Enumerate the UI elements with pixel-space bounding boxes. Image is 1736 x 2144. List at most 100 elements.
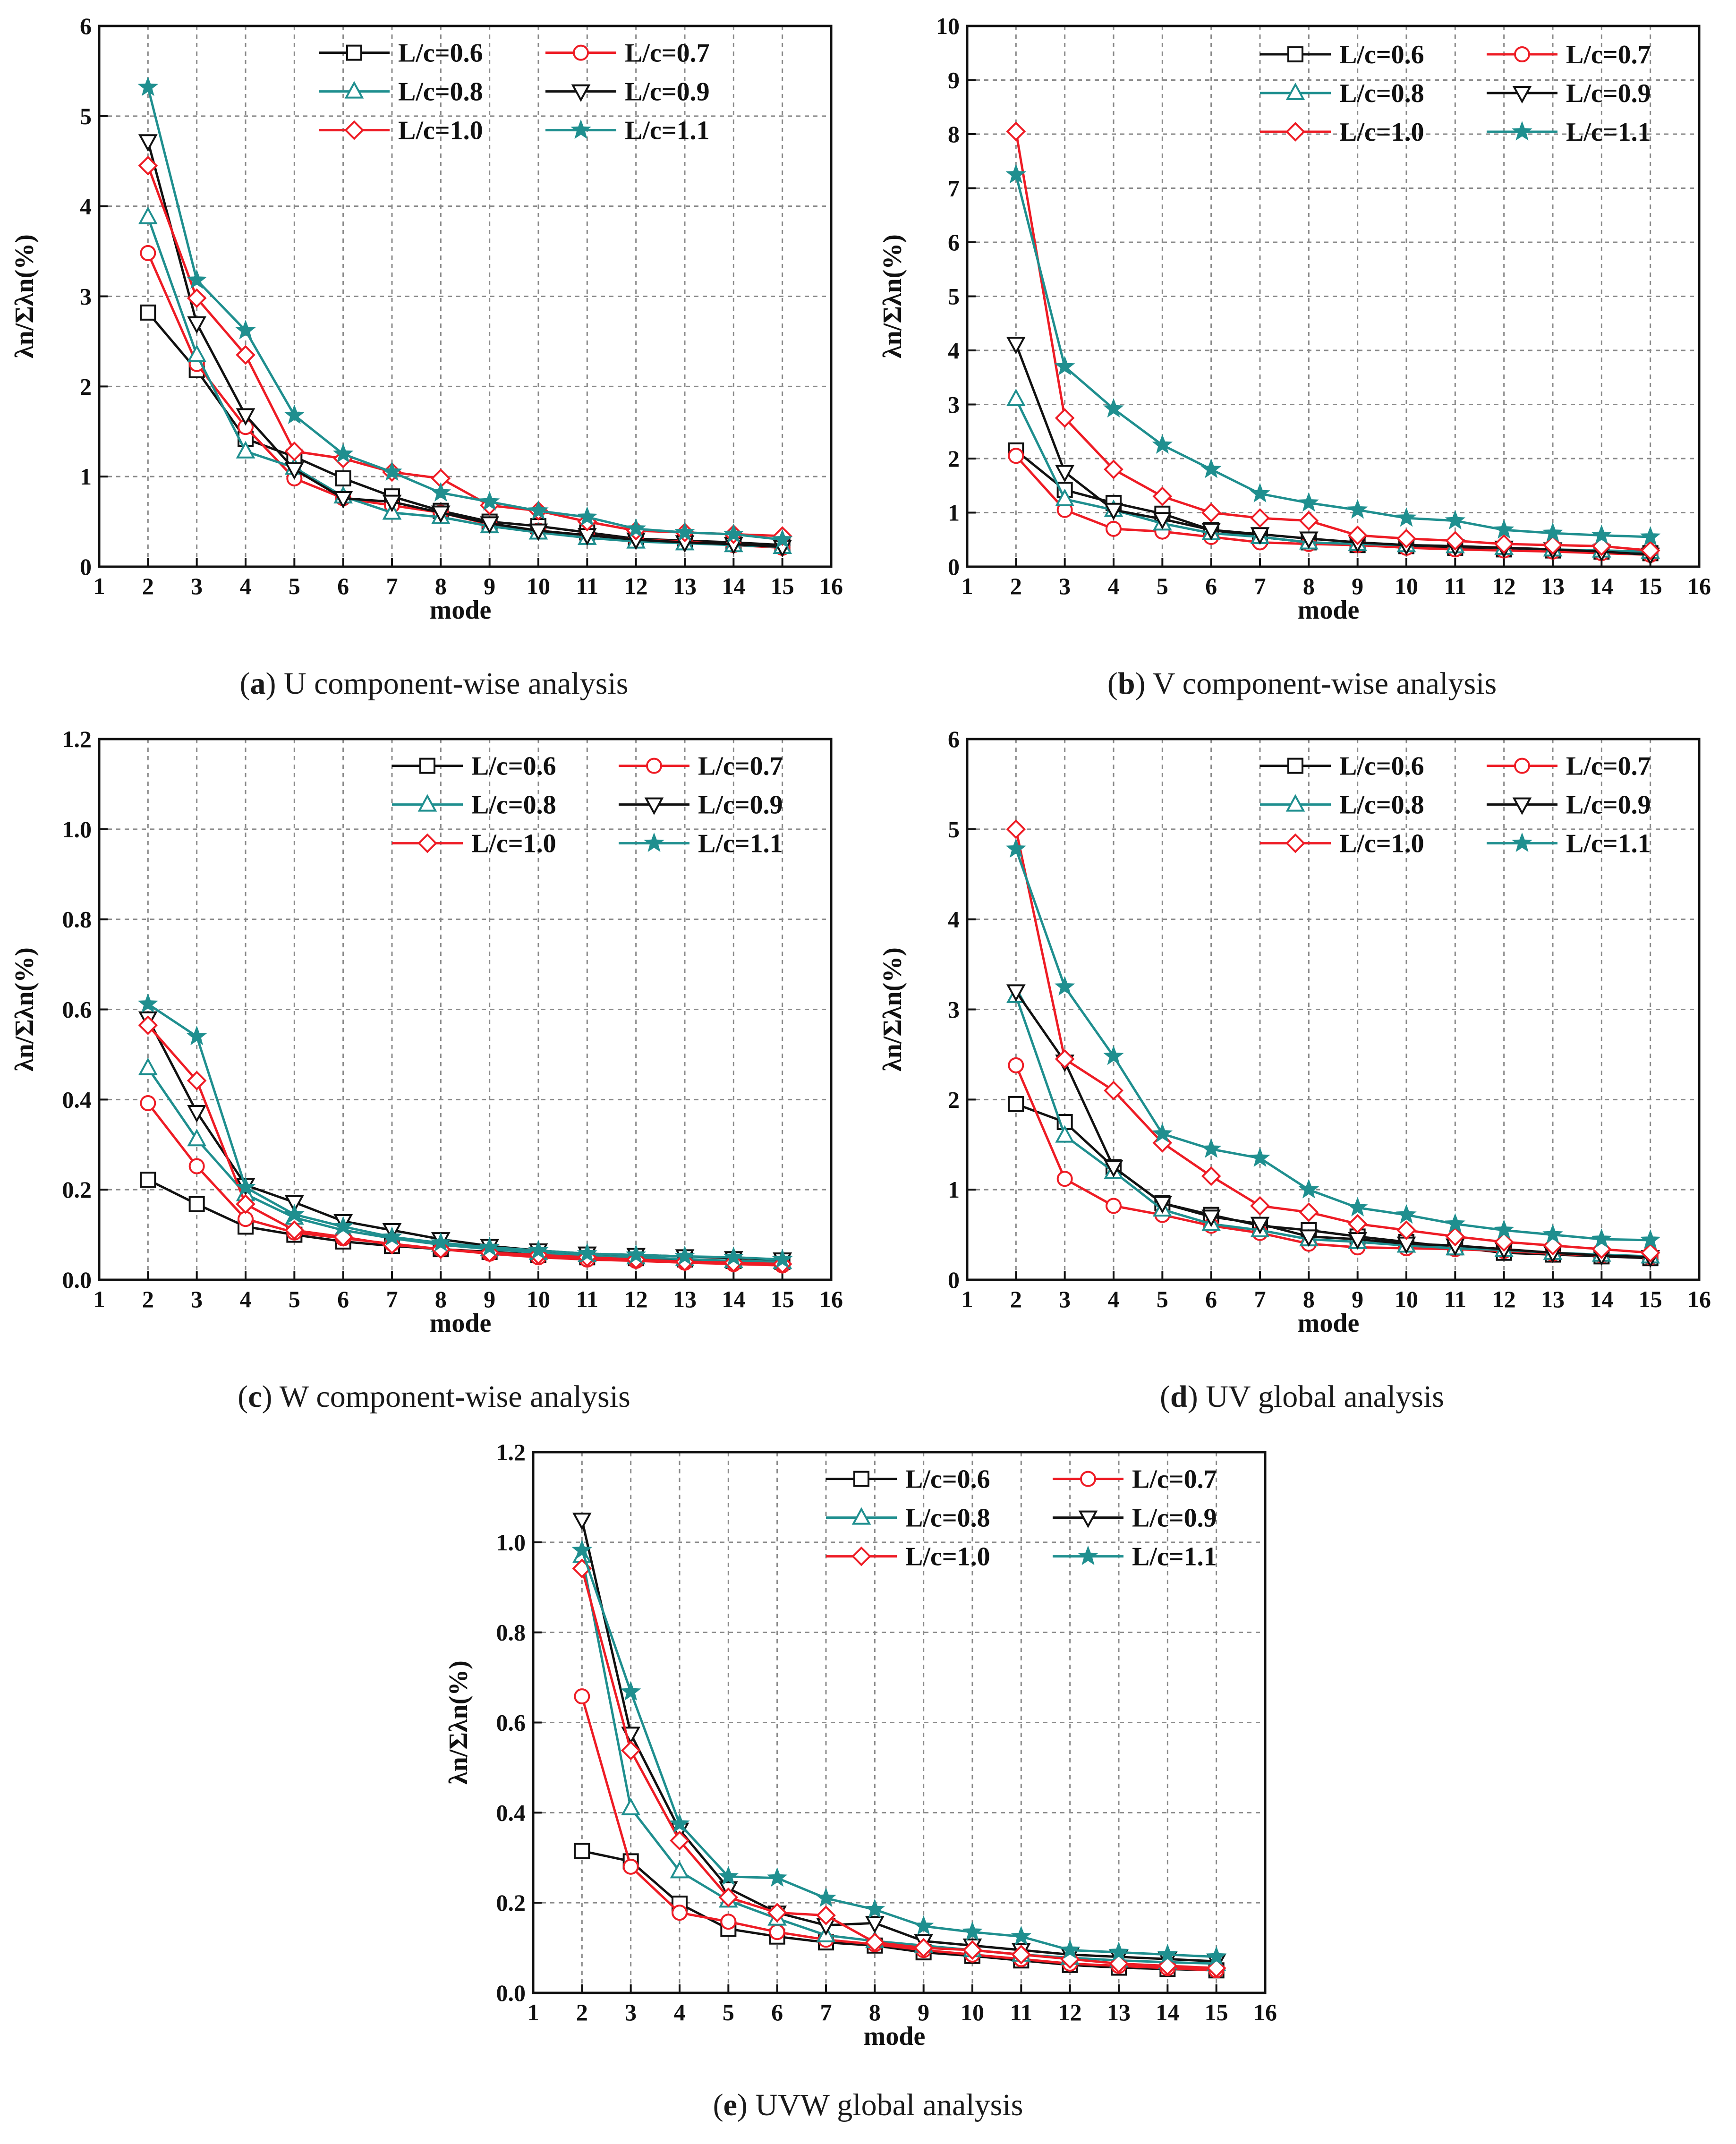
y-tick-label: 0 (948, 553, 960, 580)
data-point (1640, 1242, 1660, 1263)
y-tick-label: 1.2 (496, 1439, 526, 1465)
legend-marker (1512, 121, 1532, 141)
chart-panel-c: 1 2 3 4 5 6 7 8 9 10 11 12 13 14 15 16 0.0 0.2 0.4 0.6 0.8 1.… (0, 713, 868, 1431)
x-tick-label: 6 (1205, 573, 1217, 599)
legend-label: L/c=0.8 (905, 1504, 990, 1533)
series-L/c=1.1 (1005, 164, 1661, 546)
data-point (1152, 434, 1173, 454)
data-point (382, 494, 402, 512)
series-line (580, 1550, 1217, 1958)
data-point (236, 441, 255, 459)
legend-marker (344, 81, 364, 99)
series-L/c=1.0 (138, 155, 792, 546)
legend-label: L/c=0.9 (1566, 79, 1651, 108)
data-point (382, 461, 402, 481)
data-point (1445, 510, 1466, 530)
data-point (577, 506, 598, 526)
x-tick-label: 16 (819, 573, 843, 599)
series-L/c=0.8 (138, 206, 792, 554)
x-tick-label: 4 (1108, 1286, 1120, 1312)
data-point (480, 516, 500, 534)
data-point (1008, 1096, 1024, 1112)
data-point (674, 1245, 695, 1265)
data-point (1640, 1229, 1661, 1249)
data-point (1493, 519, 1515, 539)
data-point (1445, 1213, 1466, 1233)
data-point (772, 1249, 793, 1268)
x-tick-label: 1 (962, 573, 973, 599)
data-point (479, 1236, 500, 1256)
legend-label: L/c=0.8 (1339, 79, 1424, 108)
y-tick-label: 6 (948, 229, 960, 255)
data-point (1152, 1196, 1172, 1214)
data-point (187, 316, 207, 334)
x-tick-label: 9 (1352, 1286, 1363, 1312)
data-point (187, 344, 207, 362)
legend-label: L/c=0.6 (471, 752, 556, 781)
x-tick-label: 5 (723, 1999, 734, 2025)
series-line (146, 87, 783, 541)
data-point (1543, 535, 1563, 555)
y-axis-label: λn/Σλn(%) (878, 947, 907, 1072)
y-tick-label: 4 (948, 906, 960, 933)
series-L/c=1.1 (137, 76, 793, 549)
legend-marker (417, 794, 437, 812)
legend: L/c=0.6 L/c=0.7 L/c=0.8 L/c=0.9 L/c=1.0 L/c=1… (826, 1465, 1217, 1572)
x-tick-label: 11 (576, 1286, 598, 1312)
x-tick-label: 5 (1157, 1286, 1168, 1312)
data-point (1445, 531, 1465, 551)
legend-marker (346, 44, 362, 61)
data-point (766, 1867, 788, 1887)
legend-label: L/c=1.1 (1566, 829, 1651, 859)
grid (967, 739, 1699, 1280)
data-point (284, 1220, 305, 1240)
data-point (723, 523, 744, 543)
x-axis-label: mode (1298, 1309, 1360, 1338)
data-point (430, 1232, 451, 1252)
legend-label: L/c=1.0 (1339, 829, 1424, 859)
x-tick-label: 9 (484, 573, 495, 599)
data-point (188, 1158, 205, 1174)
x-tick-label: 14 (722, 573, 745, 599)
data-point (1201, 1209, 1221, 1227)
legend: L/c=0.6 L/c=0.7 L/c=0.8 L/c=0.9 L/c=1.0 L/c=1… (319, 39, 710, 145)
y-tick-label: 2 (948, 445, 960, 472)
x-tick-label: 7 (386, 573, 398, 599)
data-point (769, 1924, 785, 1940)
data-point (1640, 540, 1660, 561)
x-tick-label: 6 (771, 1999, 783, 2025)
caption-text: V component-wise analysis (1145, 666, 1497, 701)
data-point (284, 1195, 304, 1213)
data-point (772, 528, 793, 549)
series-line (1015, 455, 1651, 556)
data-point (1542, 1224, 1563, 1244)
data-point (1591, 1228, 1612, 1248)
legend-label: L/c=1.1 (1132, 1542, 1217, 1572)
series-L/c=1.1 (137, 993, 793, 1268)
data-point (1054, 356, 1075, 375)
x-tick-label: 14 (1590, 1286, 1613, 1312)
y-tick-label: 0.2 (62, 1176, 92, 1203)
series-L/c=0.9 (138, 1011, 792, 1270)
caption-letter: c (248, 1379, 262, 1414)
x-tick-label: 10 (1395, 1286, 1418, 1312)
y-tick-label: 6 (80, 13, 92, 39)
data-point (1005, 838, 1027, 858)
x-tick-label: 2 (1010, 573, 1022, 599)
data-point (723, 1246, 744, 1266)
caption-text: U component-wise analysis (276, 666, 629, 701)
data-point (1006, 388, 1026, 407)
legend-label: L/c=1.1 (698, 829, 783, 859)
data-point (1157, 1944, 1178, 1964)
y-tick-label: 7 (948, 175, 960, 202)
data-point (1059, 1939, 1081, 1959)
legend-label: L/c=1.0 (398, 116, 483, 145)
data-point (137, 993, 159, 1013)
series-line (147, 1003, 783, 1261)
data-point (138, 155, 158, 176)
series-line (1014, 848, 1651, 1242)
y-axis-label: λn/Σλn(%) (10, 234, 39, 358)
chart-d-caption: (d) UV global analysis (1160, 1379, 1444, 1414)
data-point (528, 1240, 549, 1259)
data-point (1250, 483, 1270, 502)
